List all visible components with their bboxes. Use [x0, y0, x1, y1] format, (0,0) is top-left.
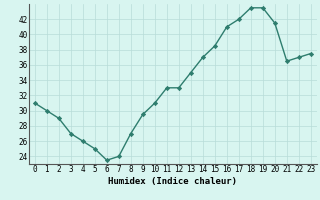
X-axis label: Humidex (Indice chaleur): Humidex (Indice chaleur)	[108, 177, 237, 186]
